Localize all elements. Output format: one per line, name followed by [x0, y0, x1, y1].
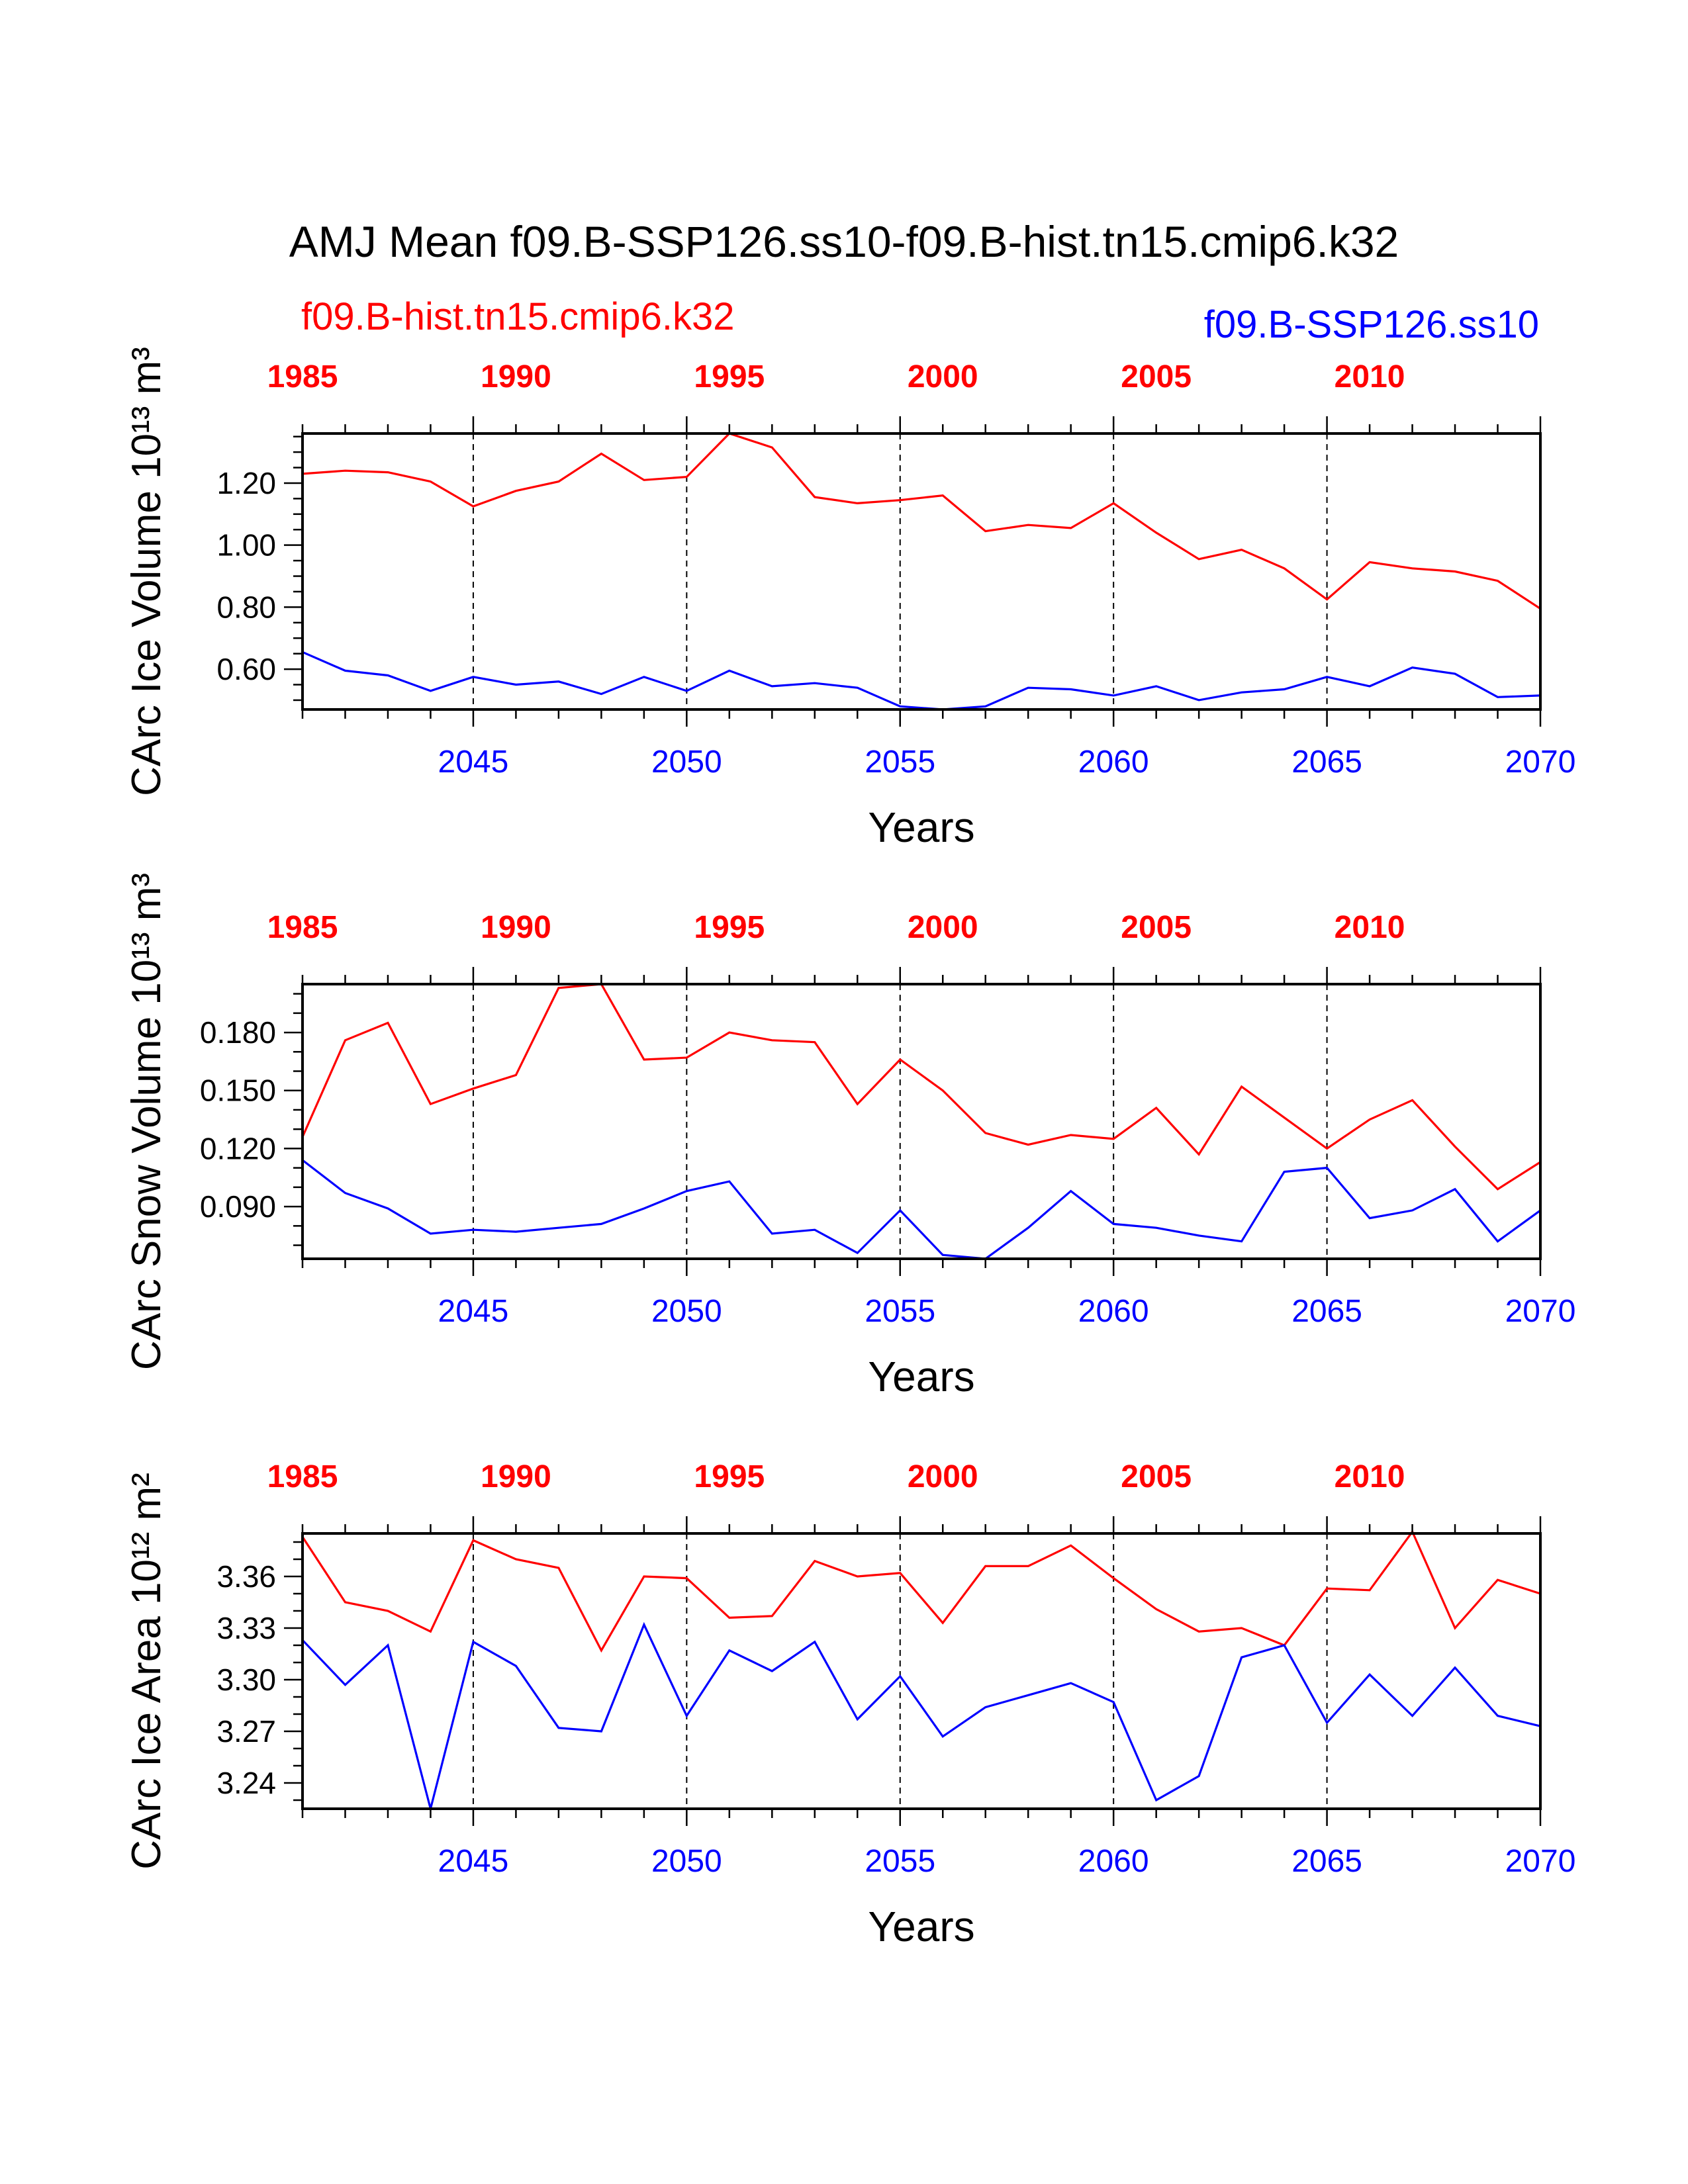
plot-frame: [301, 983, 1542, 1260]
y-tick-label: 0.60: [216, 652, 276, 686]
chart-panel-2: 2045 2050 2055 2060 2065 2070 1985 1990 1995 2000…: [124, 873, 1575, 1400]
x-tick-label: 2055: [865, 1294, 935, 1329]
x-tick-label: 2060: [1078, 745, 1149, 780]
figure-title: AMJ Mean f09.B-SSP126.ss10-f09.B-hist.tn…: [289, 217, 1399, 266]
x-top-tick-label: 2000: [908, 1459, 978, 1494]
y-tick-label: 0.150: [200, 1073, 276, 1108]
series-line-red: [301, 1529, 1541, 1653]
y-tick-label: 3.24: [216, 1766, 276, 1800]
x-tick-label: 2060: [1078, 1294, 1149, 1329]
x-top-tick-label: 2010: [1335, 359, 1405, 394]
x-tick-label: 2070: [1505, 1844, 1576, 1879]
y-tick-label: 0.80: [216, 590, 276, 624]
y-tick-label: 0.180: [200, 1015, 276, 1050]
x-top-tick-label: 2000: [908, 359, 978, 394]
series-line-red: [301, 983, 1541, 1191]
x-top-tick-label: 2005: [1121, 910, 1192, 945]
chart-panels: 2045 2050 2055 2060 2065 2070 1985 1990 1995 2000…: [124, 347, 1575, 1950]
y-tick-label: 0.120: [200, 1131, 276, 1165]
y-tick-label: 1.00: [216, 528, 276, 563]
y-tick-label: 3.27: [216, 1714, 276, 1749]
x-axis-title: Years: [868, 803, 974, 851]
x-tick-label: 2055: [865, 1844, 935, 1879]
x-tick-label: 2050: [651, 1294, 722, 1329]
plot-frame: [301, 432, 1542, 711]
plot-frame: [301, 1532, 1542, 1810]
y-axis-title: CArc Ice Volume 10¹³ m³: [124, 347, 169, 796]
y-tick-label: 0.090: [200, 1189, 276, 1224]
x-top-tick-label: 2005: [1121, 1459, 1192, 1494]
x-top-tick-label: 1995: [694, 910, 765, 945]
x-top-tick-label: 1990: [481, 910, 551, 945]
x-tick-label: 2050: [651, 745, 722, 780]
x-top-tick-label: 1990: [481, 1459, 551, 1494]
y-tick-label: 3.33: [216, 1611, 276, 1645]
x-top-tick-label: 1985: [267, 359, 338, 394]
x-top-tick-label: 2010: [1335, 1459, 1405, 1494]
series-line-blue: [302, 1159, 1541, 1260]
x-top-tick-label: 1985: [267, 1459, 338, 1494]
y-axis-title: CArc Ice Area 10¹² m²: [124, 1473, 169, 1869]
x-top-tick-label: 1990: [481, 359, 551, 394]
x-tick-label: 2065: [1291, 1294, 1362, 1329]
x-top-tick-label: 2010: [1335, 910, 1405, 945]
x-top-tick-label: 1995: [694, 1459, 765, 1494]
x-top-tick-label: 1995: [694, 359, 765, 394]
x-tick-label: 2055: [865, 745, 935, 780]
x-axis-title: Years: [868, 1903, 974, 1950]
x-tick-label: 2065: [1291, 745, 1362, 780]
x-tick-label: 2065: [1291, 1844, 1362, 1879]
x-tick-label: 2045: [438, 745, 509, 780]
y-axis-title: CArc Snow Volume 10¹³ m³: [124, 873, 169, 1370]
x-top-tick-label: 2005: [1121, 359, 1192, 394]
y-tick-label: 3.36: [216, 1559, 276, 1594]
chart-panel-1: 2045 2050 2055 2060 2065 2070 1985 1990 1995 2000…: [124, 347, 1575, 851]
legend-label-blue: f09.B-SSP126.ss10: [1204, 303, 1539, 346]
y-tick-label: 1.20: [216, 466, 276, 500]
chart-panel-3: 2045 2050 2055 2060 2065 2070 1985 1990 1995 2000…: [124, 1459, 1575, 1950]
x-top-tick-label: 1985: [267, 910, 338, 945]
series-line-red: [302, 432, 1541, 610]
x-tick-label: 2070: [1505, 1294, 1576, 1329]
y-tick-label: 3.30: [216, 1662, 276, 1697]
x-tick-label: 2045: [438, 1844, 509, 1879]
series-line-blue: [302, 651, 1541, 711]
x-tick-label: 2050: [651, 1844, 722, 1879]
x-tick-label: 2045: [438, 1294, 509, 1329]
x-axis-title: Years: [868, 1353, 974, 1400]
x-tick-label: 2070: [1505, 745, 1576, 780]
series-line-blue: [301, 1621, 1541, 1813]
x-tick-label: 2060: [1078, 1844, 1149, 1879]
x-top-tick-label: 2000: [908, 910, 978, 945]
legend-label-red: f09.B-hist.tn15.cmip6.k32: [301, 295, 734, 338]
